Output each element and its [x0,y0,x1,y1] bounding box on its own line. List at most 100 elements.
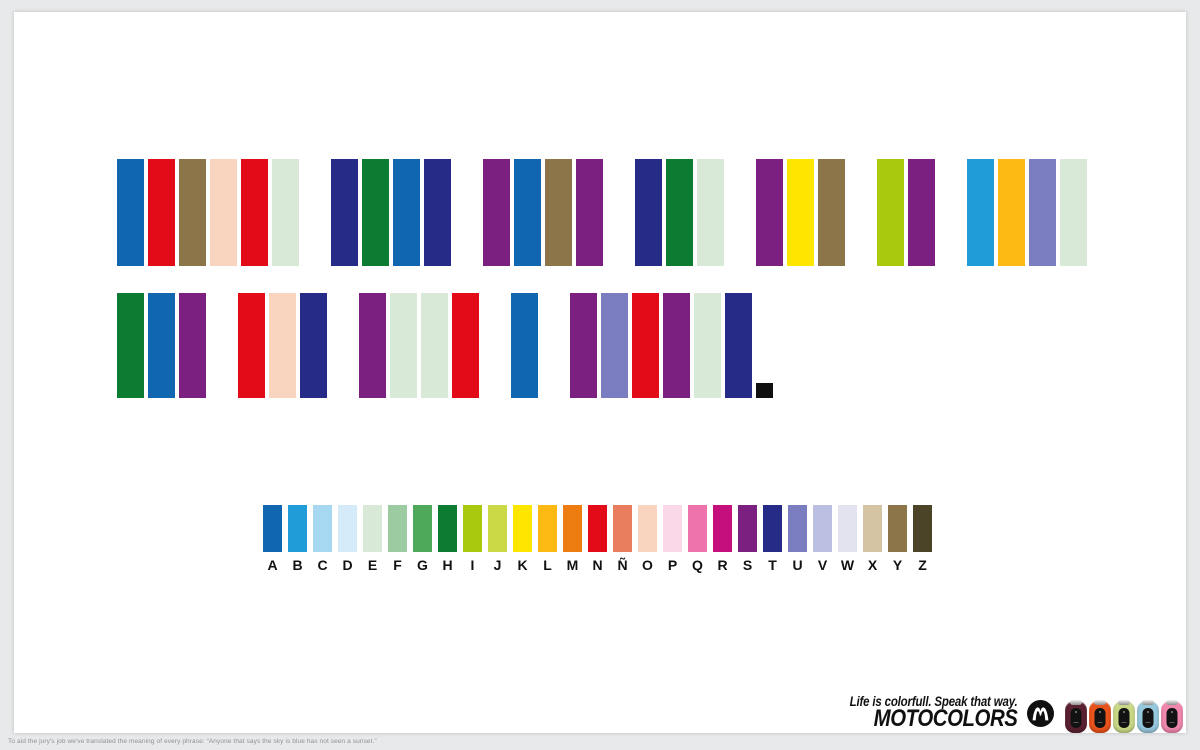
letter-bar-Y [818,159,845,266]
letter-bar-N [452,293,479,398]
letter-bar-K [787,159,814,266]
legend-swatch-S [738,505,757,552]
letter-bar-T [725,293,752,398]
letter-bar-O [210,159,237,266]
phones-lineup [1065,700,1183,733]
legend-swatch-X [863,505,882,552]
letter-bar-A [514,159,541,266]
phone-hinge-icon [1142,700,1154,705]
legend-swatch-B [288,505,307,552]
brand-name: MOTOCOLORS [873,705,1017,732]
phone-keypad-line [1097,722,1103,723]
legend-swatch-Y [888,505,907,552]
legend-swatch-M [563,505,582,552]
legend-swatch-R [713,505,732,552]
letter-bar-H [117,293,144,398]
footnote-text: To aid the jury's job we've translated t… [8,738,377,745]
phone-screen [1070,708,1082,728]
legend-swatch-T [763,505,782,552]
legend-letter-V: V [817,557,828,573]
phone-camera-dot [1099,711,1101,713]
letter-bar-U [1029,159,1056,266]
legend-letter-X: X [867,557,878,573]
legend-letter-Ñ: Ñ [617,557,628,573]
word-that [331,159,451,266]
letter-bar-T [331,159,358,266]
legend-letter-M: M [566,557,579,573]
legend-letter-S: S [742,557,753,573]
legend-letter-F: F [393,557,402,573]
phone-screen [1166,708,1178,728]
letter-bar-E [272,159,299,266]
word-sunset [570,293,773,398]
legend-swatch-I [463,505,482,552]
letter-bar-S [576,159,603,266]
legend-swatch-A [263,505,282,552]
legend-letter-R: R [717,557,728,573]
legend-letter-K: K [517,557,528,573]
phone-camera-dot [1075,711,1077,713]
legend-swatch-P [663,505,682,552]
letter-bar-A [511,293,538,398]
letter-bar-S [663,293,690,398]
letter-bar-O [269,293,296,398]
legend-letter-D: D [342,557,353,573]
phone-burgundy [1065,700,1087,733]
letter-bar-N [632,293,659,398]
legend-letter-J: J [493,557,502,573]
letter-bar-E [697,159,724,266]
legend-letter-B: B [292,557,303,573]
phone-keypad-line [1169,722,1175,723]
letter-bar-H [362,159,389,266]
letter-bar-L [998,159,1025,266]
motorola-logo-icon [1027,700,1054,727]
word-says [483,159,603,266]
letter-bar-S [483,159,510,266]
legend-swatch-W [838,505,857,552]
word-sky [756,159,845,266]
phone-orange [1089,700,1111,733]
legend-swatch-F [388,505,407,552]
letter-bar-N [238,293,265,398]
letter-bar-T [424,159,451,266]
word-seen [359,293,479,398]
word-a [511,293,538,398]
phrase-row-2 [117,293,773,398]
legend-swatch-K [513,505,532,552]
word-blue [967,159,1087,266]
legend-bars [263,505,932,552]
brand-footer: Life is colorfull. Speak that way. MOTOC… [14,695,1183,733]
legend-letter-N: N [592,557,603,573]
legend-swatch-E [363,505,382,552]
word-is [877,159,935,266]
legend-swatch-H [438,505,457,552]
legend-swatch-N [588,505,607,552]
legend-letter-A: A [267,557,278,573]
word-not [238,293,327,398]
legend-letter-W: W [840,557,855,573]
legend-swatch-Ñ [613,505,632,552]
tagline: Life is colorfull. Speak that way. [849,694,1017,709]
phone-blue [1137,700,1159,733]
phone-keypad-line [1145,722,1151,723]
legend-letter-U: U [792,557,803,573]
legend-letter-L: L [543,557,552,573]
letter-bar-S [179,293,206,398]
legend-swatch-U [788,505,807,552]
phone-screen [1118,708,1130,728]
phone-hinge-icon [1094,700,1106,705]
letter-bar-Y [179,159,206,266]
letter-bar-N [241,159,268,266]
legend-swatch-Q [688,505,707,552]
legend-letter-C: C [317,557,328,573]
legend-letter-I: I [470,557,475,573]
period-mark [756,383,773,398]
word-has [117,293,206,398]
letter-bar-T [300,293,327,398]
phone-green [1113,700,1135,733]
legend-letter-T: T [768,557,777,573]
phone-camera-dot [1147,711,1149,713]
letter-bar-E [421,293,448,398]
letter-bar-E [390,293,417,398]
legend-swatch-G [413,505,432,552]
